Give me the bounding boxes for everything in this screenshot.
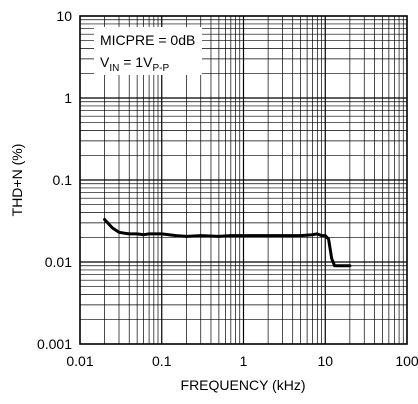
plot-frame [79,15,408,345]
x-tick-label: 0.01 [66,353,93,369]
annotation-micpre: MICPRE = 0dB [100,32,195,48]
x-tick-label: 100 [395,353,418,369]
y-axis-label: THD+N (%) [9,144,25,217]
x-tick-label: 0.1 [152,353,172,369]
x-axis-label: FREQUENCY (kHz) [181,377,306,393]
thdn-curve [103,218,352,268]
annotation-box [94,27,202,75]
y-tick-label: 0.1 [53,172,73,188]
x-tick-labels: 0.01 0.1 1 10 100 [66,353,418,369]
y-tick-label: 0.01 [45,254,72,270]
y-tick-label: 1 [64,90,72,106]
y-tick-label: 0.001 [37,336,72,352]
y-tick-label: 10 [56,8,72,24]
x-tick-label: 10 [317,353,333,369]
annotation-vin: VIN = 1VP-P [100,54,169,74]
y-tick-labels: 0.001 0.01 0.1 1 10 [37,8,72,352]
x-tick-label: 1 [240,353,248,369]
